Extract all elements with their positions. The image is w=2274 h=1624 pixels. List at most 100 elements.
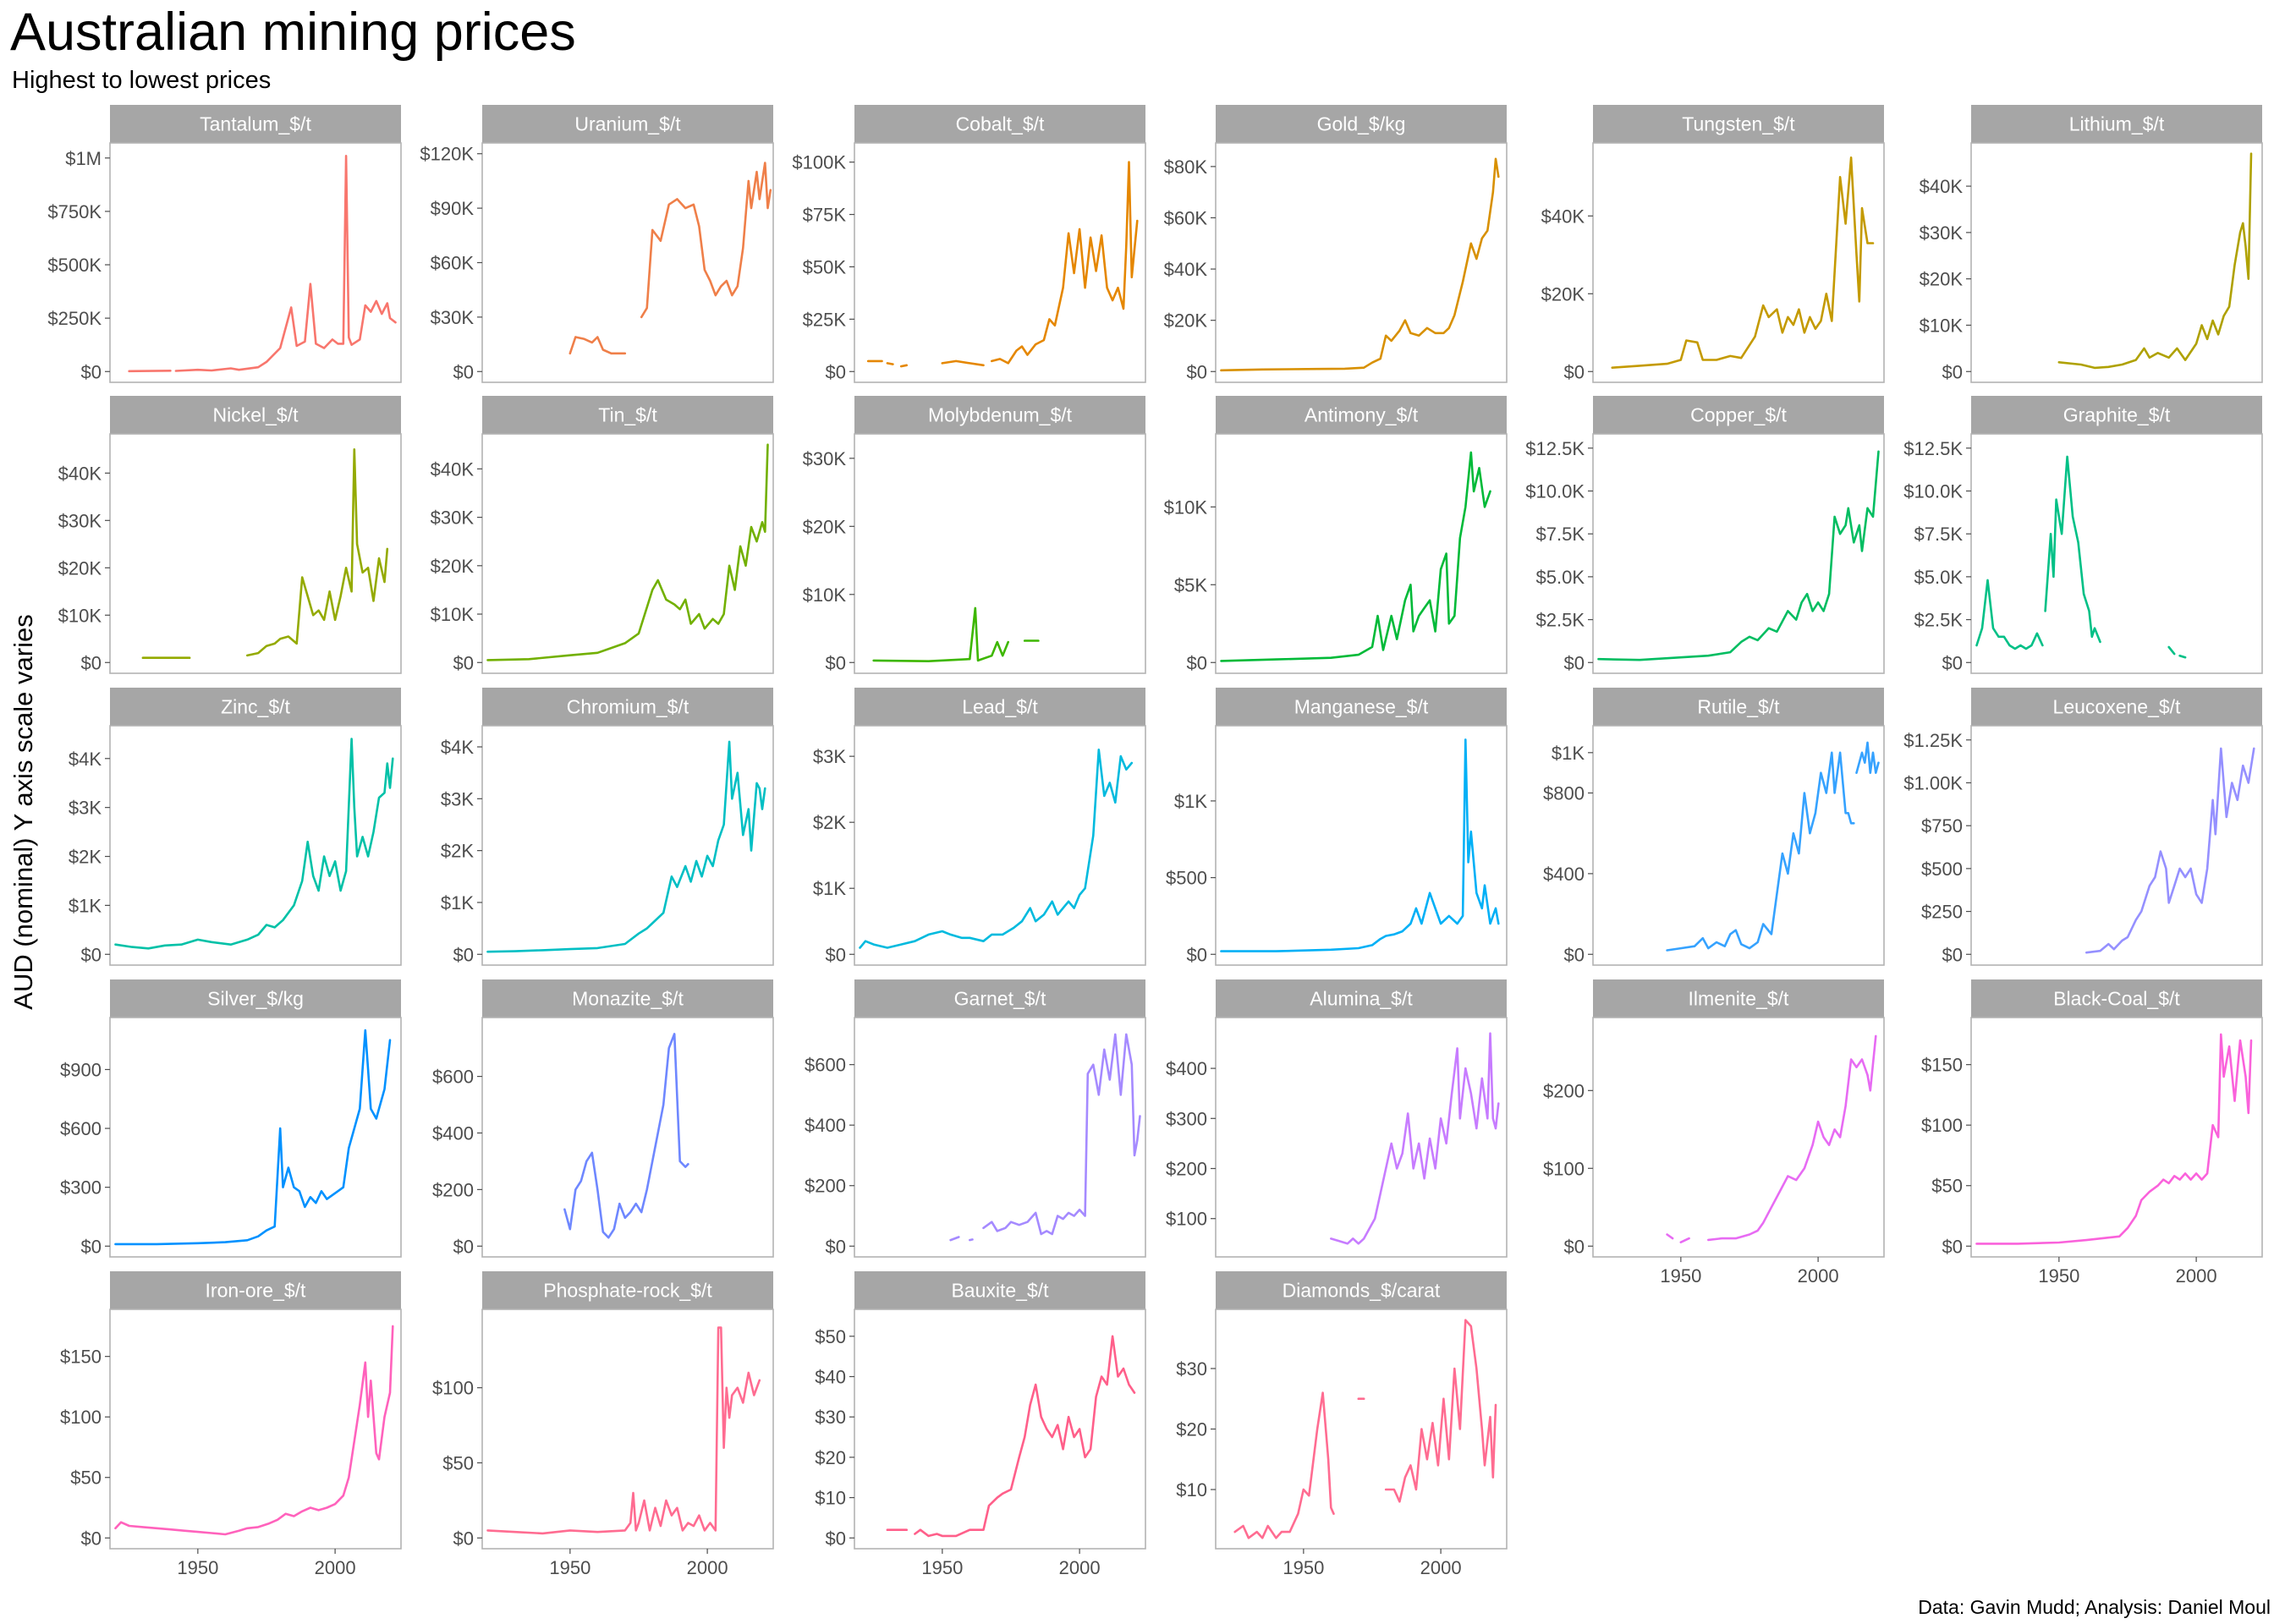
- panel-background: [1970, 725, 2263, 966]
- y-tick-label: $2.5K: [1914, 610, 1964, 631]
- y-tick-label: $20K: [1920, 269, 1964, 290]
- y-tick-label: $7.5K: [1536, 524, 1585, 545]
- y-tick-label: $30K: [803, 448, 847, 469]
- facet-strip-label: Chromium_$/t: [567, 696, 689, 718]
- facet-strip: [482, 979, 773, 1018]
- facet-strip: [1216, 688, 1507, 726]
- y-tick-label: $0: [826, 1528, 846, 1549]
- y-tick-label: $50K: [803, 256, 847, 277]
- panel-background: [1215, 1017, 1508, 1258]
- y-tick-label: $100: [432, 1378, 474, 1399]
- facet-panel: Manganese_$/t $0 $500 $1K: [1166, 688, 1508, 966]
- series-line: [886, 362, 894, 365]
- facet-panel: Tantalum_$/t $0 $250K $500K $750K $1M: [47, 105, 402, 383]
- facet-strip-label: Graphite_$/t: [2063, 404, 2171, 426]
- series-line: [991, 161, 1139, 365]
- series-line: [640, 162, 772, 319]
- series-line: [128, 370, 172, 373]
- facet-panel: Iron-ore_$/t $0 $50 $100 $150 1950 2000: [60, 1271, 402, 1578]
- series-line: [2085, 747, 2255, 954]
- panel-background: [1215, 433, 1508, 674]
- y-tick-label: $30: [815, 1407, 846, 1428]
- facet-panel: Lead_$/t $0 $1K $2K $3K: [813, 688, 1146, 966]
- y-tick-label: $60K: [431, 253, 475, 274]
- x-tick-label: 1950: [921, 1557, 963, 1578]
- facet-panel: Copper_$/t $0 $2.5K $5.0K $7.5K $10.0K $12.5K: [1525, 396, 1885, 674]
- y-tick-label: $7.5K: [1914, 524, 1964, 545]
- y-tick-label: $1K: [441, 892, 474, 914]
- facet-panel: Molybdenum_$/t $0 $10K $20K $30K: [803, 396, 1146, 674]
- y-tick-label: $120K: [420, 144, 474, 165]
- y-tick-label: $100: [1921, 1115, 1963, 1136]
- facet-strip: [1216, 396, 1507, 434]
- y-tick-label: $100: [1166, 1209, 1207, 1230]
- y-tick-label: $80K: [1164, 156, 1208, 178]
- series-line: [486, 443, 769, 661]
- series-line: [114, 1029, 392, 1246]
- series-line: [1679, 1237, 1690, 1243]
- y-tick-label: $1.00K: [1903, 772, 1963, 793]
- panel-background: [1592, 725, 1885, 966]
- y-tick-label: $400: [432, 1122, 474, 1144]
- y-tick-label: $400: [1543, 864, 1585, 885]
- y-tick-label: $10K: [431, 604, 475, 625]
- chart-subtitle: Highest to lowest prices: [12, 67, 272, 94]
- y-tick-label: $250K: [47, 308, 102, 329]
- y-tick-label: $5.0K: [1914, 567, 1964, 588]
- y-tick-label: $150: [60, 1347, 102, 1368]
- y-tick-label: $100K: [792, 152, 846, 173]
- y-tick-label: $20K: [1164, 310, 1208, 332]
- facet-panel: Bauxite_$/t $0 $10 $20 $30 $40 $50 1950 2000: [815, 1271, 1146, 1578]
- y-tick-label: $500: [1166, 868, 1207, 889]
- y-tick-label: $20K: [803, 516, 847, 537]
- y-tick-label: $0: [1942, 944, 1963, 965]
- y-tick-label: $0: [81, 361, 102, 382]
- y-tick-label: $10K: [58, 605, 102, 626]
- facet-strip: [1971, 105, 2262, 143]
- facet-strip: [854, 979, 1145, 1018]
- facet-strip: [110, 688, 401, 726]
- y-tick-label: $500K: [47, 255, 102, 276]
- facet-strip: [1216, 105, 1507, 143]
- panel-background: [1215, 725, 1508, 966]
- y-tick-label: $10: [815, 1488, 846, 1509]
- facet-strip: [482, 1271, 773, 1309]
- series-line: [114, 738, 394, 950]
- y-tick-label: $300: [60, 1177, 102, 1199]
- facet-strip-label: Copper_$/t: [1690, 404, 1787, 426]
- series-line: [1855, 741, 1880, 774]
- y-tick-label: $0: [81, 1236, 102, 1257]
- facet-panel: Cobalt_$/t $0 $25K $50K $75K $100K: [792, 105, 1146, 383]
- panel-background: [481, 1017, 774, 1258]
- y-tick-label: $50: [1931, 1176, 1963, 1197]
- series-line: [1611, 156, 1875, 369]
- y-tick-label: $4K: [441, 737, 474, 758]
- facet-strip-label: Leucoxene_$/t: [2053, 696, 2182, 718]
- facet-panel: Phosphate-rock_$/t $0 $50 $100 1950 2000: [432, 1271, 774, 1578]
- series-line: [1597, 450, 1880, 661]
- series-line: [969, 1238, 974, 1242]
- panel-background: [854, 1017, 1146, 1258]
- y-tick-label: $0: [826, 652, 846, 673]
- facet-strip: [1593, 105, 1884, 143]
- series-line: [859, 749, 1134, 949]
- series-line: [486, 740, 766, 953]
- y-tick-label: $400: [1166, 1058, 1207, 1079]
- facet-strip: [482, 396, 773, 434]
- y-tick-label: $10.0K: [1903, 480, 1963, 502]
- y-tick-label: $900: [60, 1059, 102, 1080]
- panel-background: [481, 433, 774, 674]
- y-tick-label: $50: [442, 1452, 474, 1473]
- facet-panel: Antimony_$/t $0 $5K $10K: [1164, 396, 1508, 674]
- series-line: [1220, 738, 1500, 952]
- y-tick-label: $0: [453, 944, 474, 965]
- facet-panel: Nickel_$/t $0 $10K $20K $30K $40K: [58, 396, 402, 674]
- panel-background: [1215, 142, 1508, 383]
- x-tick-label: 1950: [2038, 1265, 2079, 1287]
- y-tick-label: $40K: [1920, 176, 1964, 197]
- y-tick-label: $3K: [69, 798, 102, 819]
- y-tick-label: $40K: [58, 463, 102, 484]
- series-line: [949, 1236, 960, 1242]
- y-tick-label: $1K: [813, 878, 846, 899]
- series-line: [982, 1033, 1141, 1236]
